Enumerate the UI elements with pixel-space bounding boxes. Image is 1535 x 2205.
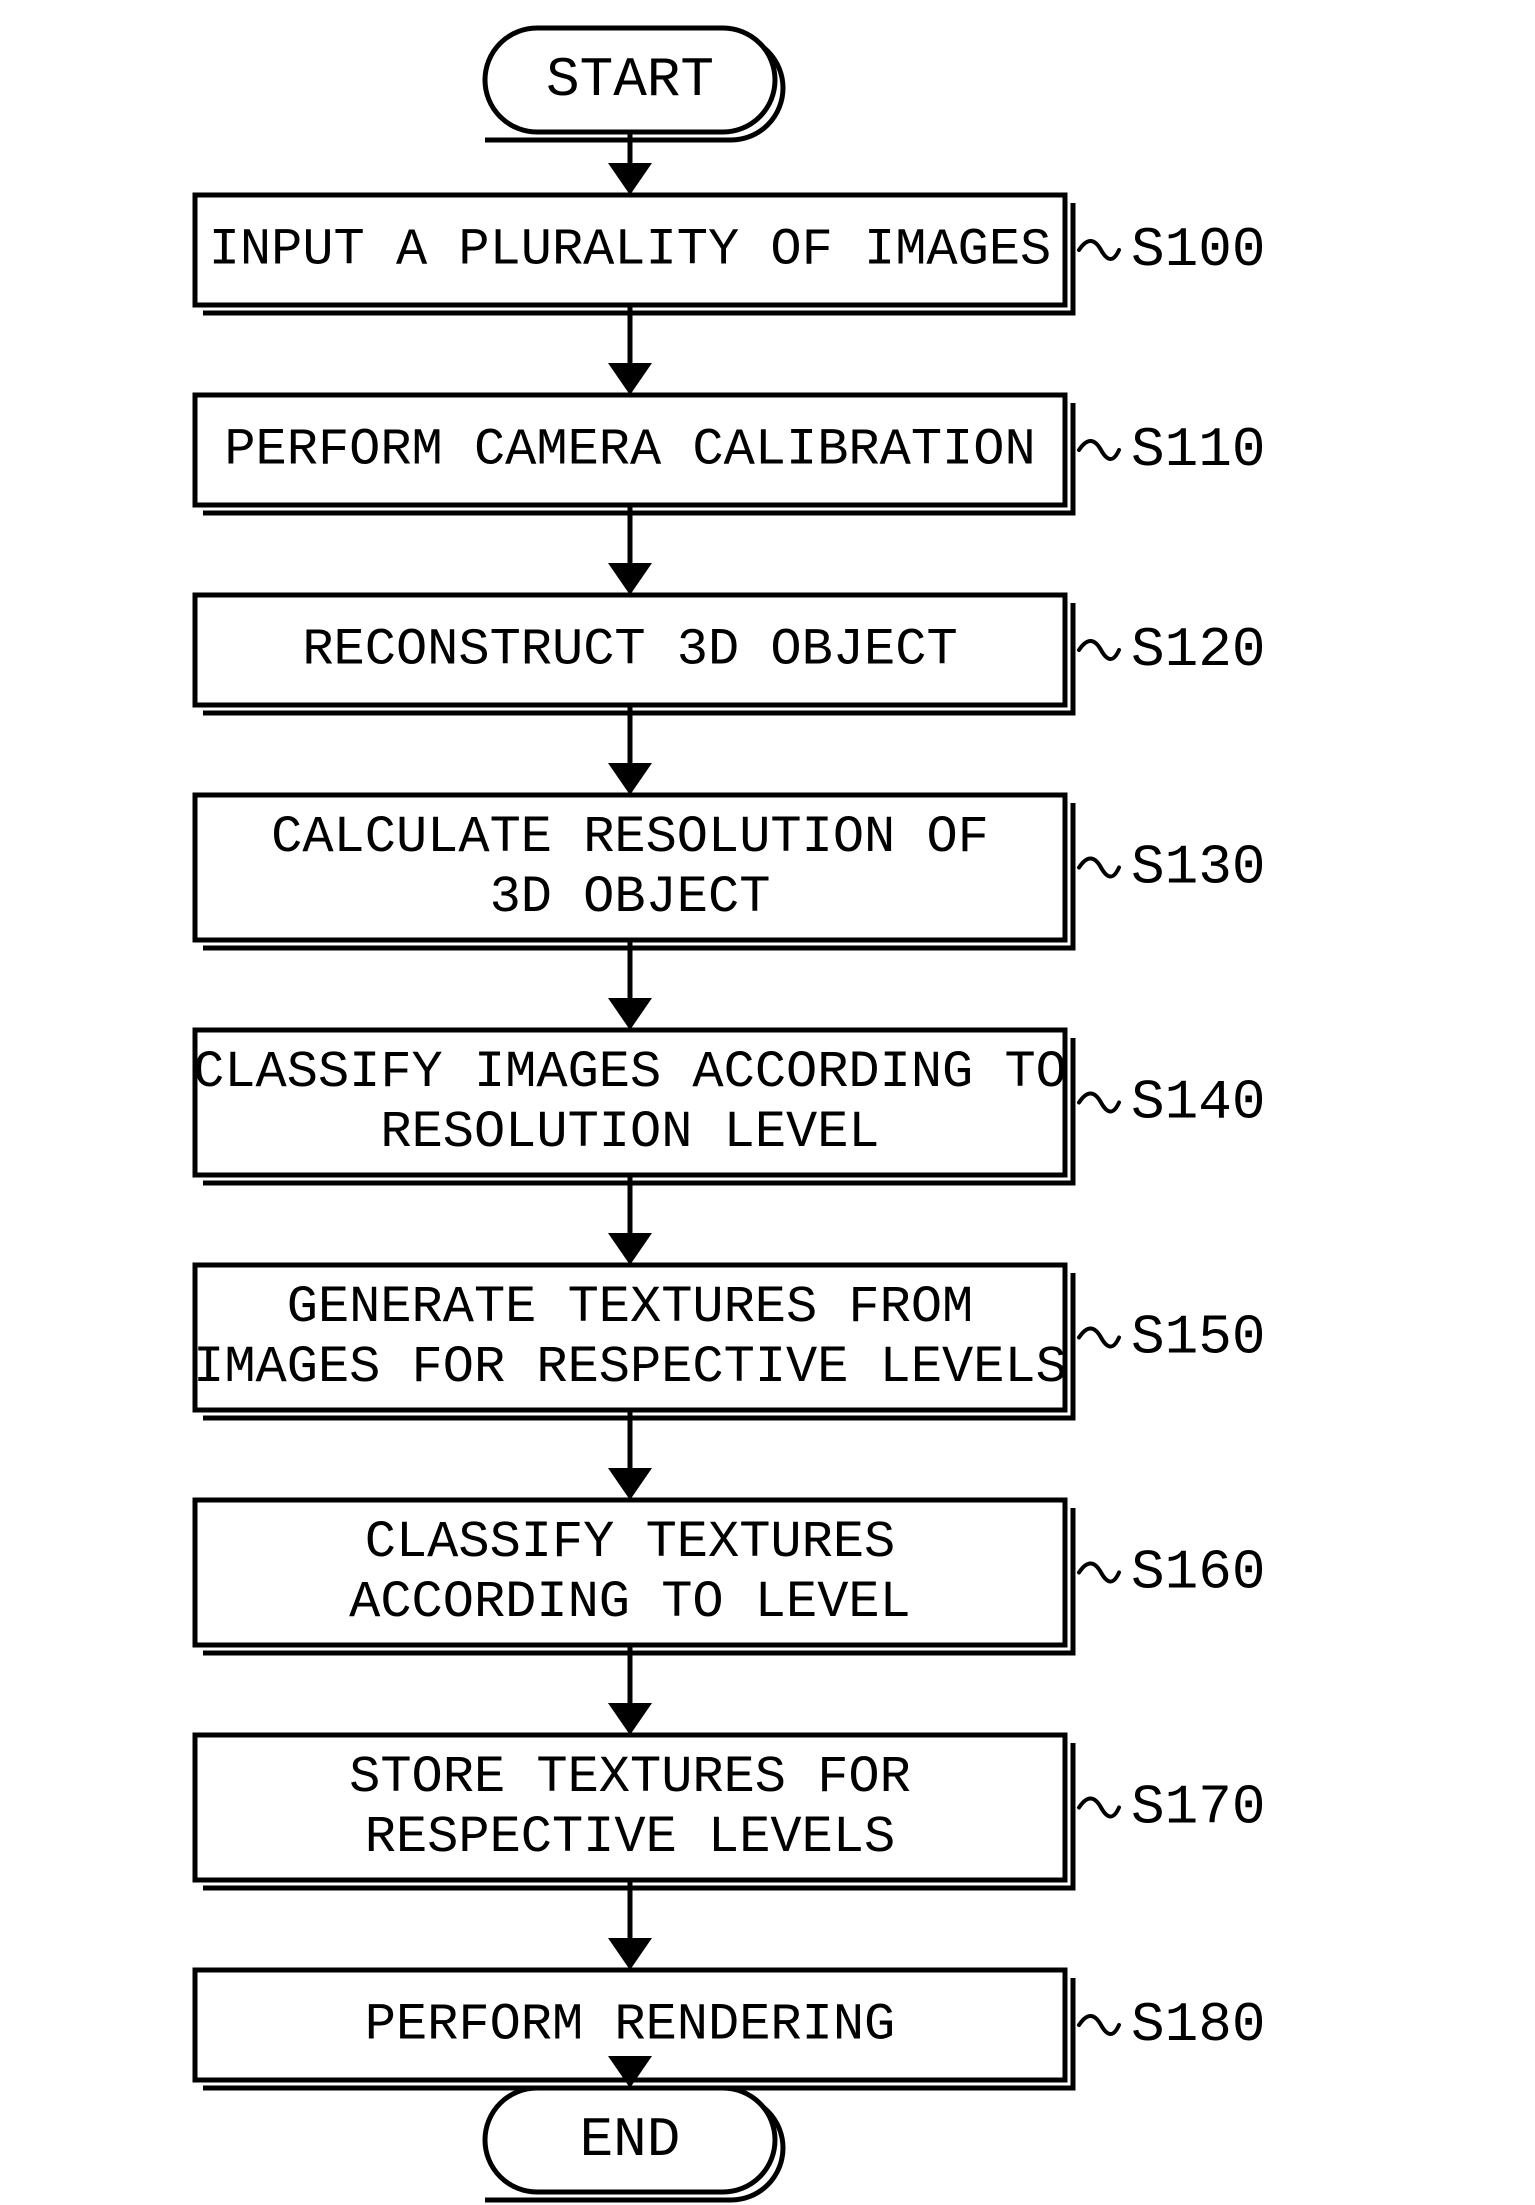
step-connector-S150 <box>1079 1329 1119 1347</box>
step-text-S180-l0: PERFORM RENDERING <box>365 1996 896 2055</box>
arrow-3-to-4-head <box>608 998 652 1030</box>
arrow-5-to-6-head <box>608 1468 652 1500</box>
flowchart: START INPUT A PLURALITY OF IMAGES S100 PERF… <box>0 0 1535 2205</box>
step-text-S150-l1: IMAGES FOR RESPECTIVE LEVELS <box>193 1338 1067 1397</box>
start-terminator-label: START <box>546 48 714 112</box>
step-id-label-S110: S110 <box>1131 418 1265 482</box>
step-text-S100-l0: INPUT A PLURALITY OF IMAGES <box>209 221 1052 280</box>
step-text-S160-l0: CLASSIFY TEXTURES <box>365 1513 896 1572</box>
arrow-1-to-2-head <box>608 563 652 595</box>
arrow-4-to-5-head <box>608 1233 652 1265</box>
step-text-S130-l1: 3D OBJECT <box>490 868 771 927</box>
step-connector-S100 <box>1079 241 1119 259</box>
step-id-label-S130: S130 <box>1131 836 1265 900</box>
step-connector-S110 <box>1079 441 1119 459</box>
step-connector-S140 <box>1079 1094 1119 1112</box>
arrow-0-to-1-head <box>608 363 652 395</box>
step-connector-S170 <box>1079 1799 1119 1817</box>
arrow-2-to-3-head <box>608 763 652 795</box>
arrow-start-to-0-head <box>608 163 652 195</box>
step-text-S130-l0: CALCULATE RESOLUTION OF <box>271 808 989 867</box>
step-text-S120-l0: RECONSTRUCT 3D OBJECT <box>302 621 957 680</box>
step-id-label-S100: S100 <box>1131 218 1265 282</box>
step-text-S110-l0: PERFORM CAMERA CALIBRATION <box>224 421 1035 480</box>
end-terminator-label: END <box>580 2108 681 2172</box>
step-id-label-S150: S150 <box>1131 1306 1265 1370</box>
step-text-S170-l0: STORE TEXTURES FOR <box>349 1748 911 1807</box>
step-id-label-S160: S160 <box>1131 1541 1265 1605</box>
step-id-label-S140: S140 <box>1131 1071 1265 1135</box>
step-text-S150-l0: GENERATE TEXTURES FROM <box>287 1278 974 1337</box>
step-connector-S130 <box>1079 859 1119 877</box>
step-connector-S180 <box>1079 2016 1119 2034</box>
step-connector-S160 <box>1079 1564 1119 1582</box>
step-text-S170-l1: RESPECTIVE LEVELS <box>365 1808 896 1867</box>
step-text-S160-l1: ACCORDING TO LEVEL <box>349 1573 911 1632</box>
step-text-S140-l1: RESOLUTION LEVEL <box>380 1103 879 1162</box>
step-connector-S120 <box>1079 641 1119 659</box>
step-text-S140-l0: CLASSIFY IMAGES ACCORDING TO <box>193 1043 1067 1102</box>
arrow-7-to-8-head <box>608 1938 652 1970</box>
step-id-label-S120: S120 <box>1131 618 1265 682</box>
step-id-label-S180: S180 <box>1131 1993 1265 2057</box>
arrow-6-to-7-head <box>608 1703 652 1735</box>
step-id-label-S170: S170 <box>1131 1776 1265 1840</box>
